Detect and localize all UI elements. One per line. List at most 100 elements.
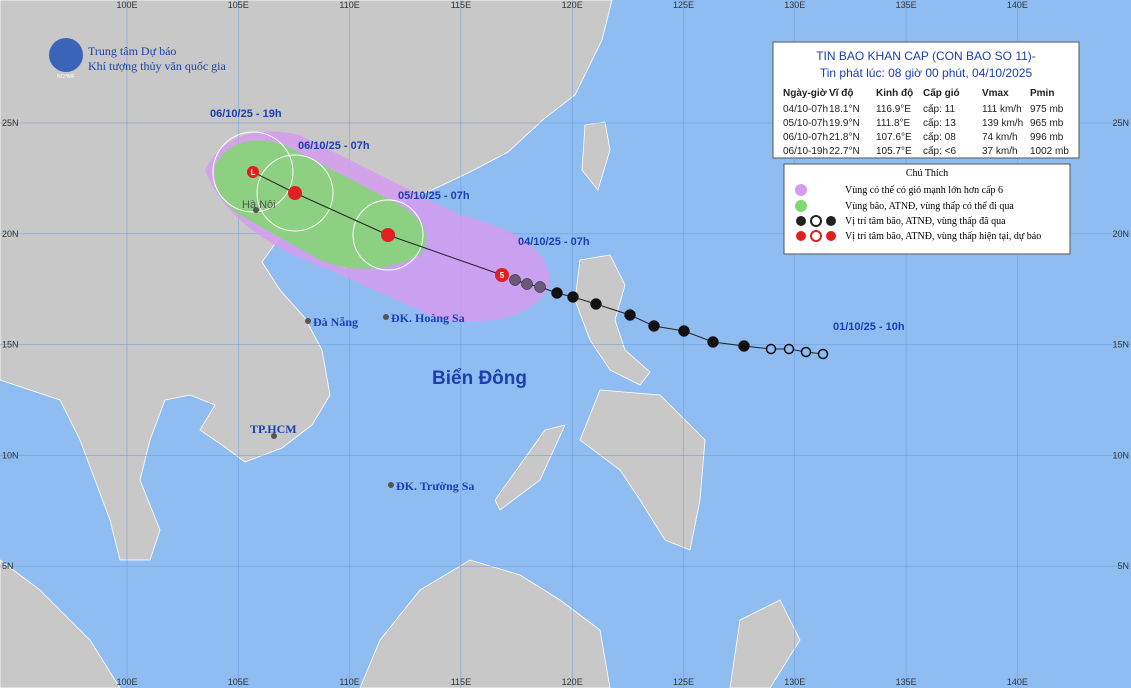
past-point <box>817 348 829 360</box>
legend-item: Vùng có thể có gió mạnh lớn hơn cấp 6 <box>845 185 1003 196</box>
table-cell: 19.9°N <box>829 118 860 129</box>
track-label: 04/10/25 - 07h <box>518 236 590 248</box>
legend-item: Vị trí tâm bão, ATNĐ, vùng thấp hiện tại… <box>845 231 1041 242</box>
table-cell: cấp: <6 <box>923 145 957 157</box>
lon-label: 135E <box>896 0 917 10</box>
table-header: Kinh độ <box>876 88 913 99</box>
lon-label: 125E <box>673 677 694 687</box>
lon-label: 110E <box>339 0 359 10</box>
table-cell: 111.8°E <box>876 118 911 129</box>
past-point <box>783 343 795 355</box>
table-cell: 06/10-07h <box>783 132 828 143</box>
forecast-track <box>252 171 503 276</box>
places: Hà Nội Đà Nẵng ĐK. Hoàng Sa TP.HCM ĐK. T… <box>242 199 527 493</box>
lat-label: 15N <box>1112 340 1129 350</box>
forecast-points <box>247 166 509 282</box>
table-cell: 1002 mb <box>1030 146 1069 157</box>
lon-label: 105E <box>228 677 249 687</box>
table-cell: 74 km/h <box>982 132 1018 143</box>
past-point <box>738 340 750 352</box>
table-header: Cấp gió <box>923 87 960 99</box>
legend-icon <box>796 215 836 227</box>
past-point <box>590 298 602 310</box>
lon-label: 135E <box>896 677 917 687</box>
city-dot <box>388 482 394 488</box>
past-point <box>707 336 719 348</box>
lat-label: 10N <box>2 450 19 460</box>
lon-label: 140E <box>1007 0 1028 10</box>
past-point <box>800 346 812 358</box>
table-cell: 22.7°N <box>829 146 860 157</box>
table-cell: 05/10-07h <box>783 118 828 129</box>
place-label: Hà Nội <box>242 199 276 211</box>
past-point <box>765 343 777 355</box>
table-header: Pmin <box>1030 88 1054 99</box>
legend-icon <box>795 200 807 212</box>
lon-label: 140E <box>1007 677 1028 687</box>
lon-label: 110E <box>339 677 359 687</box>
lon-label: 115E <box>451 677 471 687</box>
lon-label: 120E <box>562 0 583 10</box>
past-point <box>678 325 690 337</box>
track-labels: 06/10/25 - 19h 06/10/25 - 07h 05/10/25 -… <box>210 108 905 333</box>
bulletin-title: TIN BAO KHAN CAP (CON BAO SO 11)- <box>816 49 1036 63</box>
lon-label: 100E <box>116 677 137 687</box>
city-dot <box>305 318 311 324</box>
forecast-icons: L5 <box>251 168 505 280</box>
track-label: 05/10/25 - 07h <box>398 190 470 202</box>
table-cell: 04/10-07h <box>783 104 828 115</box>
logo-text: NCHMF <box>57 74 75 80</box>
bulletin-issued: Tin phát lúc: 08 giờ 00 phút, 04/10/2025 <box>820 66 1033 80</box>
table-cell: cấp: 08 <box>923 131 956 143</box>
legend-icon <box>795 184 807 196</box>
place-label: Đà Nẵng <box>313 315 358 329</box>
lat-label: 15N <box>2 340 19 350</box>
lat-label: 25N <box>2 118 19 128</box>
lon-label: 120E <box>562 677 583 687</box>
city-dot <box>383 314 389 320</box>
header: NCHMF Trung tâm Dự báo Khí tượng thủy vă… <box>49 38 227 80</box>
table-cell: cấp: 11 <box>923 103 955 115</box>
past-point <box>551 287 563 299</box>
legend-item: Vùng bão, ATNĐ, vùng thấp có thể đi qua <box>845 201 1014 212</box>
sea-label: Biển Đông <box>432 368 527 389</box>
svg-text:5: 5 <box>500 271 505 280</box>
lat-label: 20N <box>1112 229 1129 239</box>
table-cell: 111 km/h <box>982 104 1022 115</box>
table-cell: 21.8°N <box>829 132 860 143</box>
table-cell: 116.9°E <box>876 104 911 115</box>
org-name: Khí tượng thủy văn quốc gia <box>88 59 227 73</box>
lat-label: 10N <box>1112 450 1129 460</box>
legend-item: Vị trí tâm bão, ATNĐ, vùng thấp đã qua <box>845 216 1006 227</box>
org-name: Trung tâm Dự báo <box>88 44 176 58</box>
svg-text:L: L <box>251 168 256 177</box>
place-label: ĐK. Hoàng Sa <box>391 311 465 325</box>
track-label: 06/10/25 - 07h <box>298 140 370 152</box>
lat-label: 5N <box>1117 561 1129 571</box>
table-cell: cấp: 13 <box>923 117 956 129</box>
place-label: ĐK. Trường Sa <box>396 479 474 493</box>
past-point <box>534 281 546 293</box>
bulletin-box <box>772 41 1080 159</box>
place-label: TP.HCM <box>250 422 297 436</box>
track-label: 01/10/25 - 10h <box>833 321 905 333</box>
table-cell: 06/10-19h <box>783 146 828 157</box>
legend: Chú Thích Vùng có thể có gió mạnh lớn hơ… <box>783 163 1071 255</box>
legend-title: Chú Thích <box>906 168 948 179</box>
table-cell: 996 mb <box>1030 132 1064 143</box>
forecast-circles <box>212 131 424 271</box>
track-label: 06/10/25 - 19h <box>210 108 282 120</box>
bulletin: TIN BAO KHAN CAP (CON BAO SO 11)- Tin ph… <box>772 41 1080 159</box>
lat-label: 5N <box>2 561 14 571</box>
table-cell: 37 km/h <box>982 146 1018 157</box>
lat-label: 25N <box>1112 118 1129 128</box>
city-dot <box>271 433 277 439</box>
table-cell: 975 mb <box>1030 104 1064 115</box>
lon-label: 130E <box>784 677 805 687</box>
table-cell: 105.7°E <box>876 146 912 157</box>
table-header: Vĩ độ <box>829 88 853 99</box>
lon-label: 100E <box>116 0 137 10</box>
legend-icon <box>796 230 836 242</box>
